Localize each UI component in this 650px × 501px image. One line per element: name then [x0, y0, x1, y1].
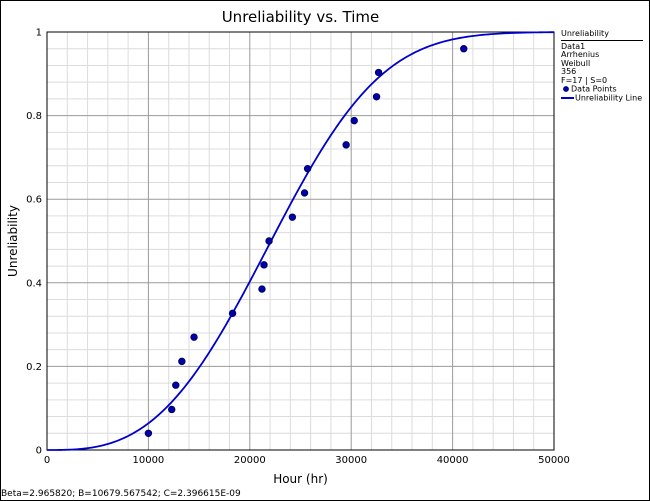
y-tick-label: 0	[36, 446, 42, 457]
x-tick-label: 0	[44, 455, 50, 466]
legend-line-counts: F=17 | S=0	[561, 75, 608, 85]
line-marker-icon	[561, 97, 574, 99]
data-point	[288, 213, 297, 221]
parameter-footer: Beta=2.965820; B=10679.567542; C=2.39661…	[1, 489, 241, 499]
y-tick-label: 0.6	[26, 195, 42, 206]
legend-line-distribution: Weibull	[561, 58, 591, 68]
data-point	[372, 93, 381, 101]
x-tick-label: 20000	[234, 455, 266, 466]
legend-line-model: Arrhenius	[561, 50, 600, 59]
x-axis-label: Hour (hr)	[273, 472, 328, 486]
data-point	[228, 309, 237, 318]
plot-border	[46, 31, 555, 451]
data-point	[350, 116, 358, 125]
legend: Unreliability Data1 Arrhenius Weibull 35…	[561, 29, 643, 103]
y-tick-label: 0.8	[26, 111, 42, 122]
data-point	[178, 357, 186, 366]
data-point	[265, 237, 273, 245]
legend-item-unreliability-line: Unreliability Line	[561, 94, 643, 103]
x-tick-label: 10000	[132, 455, 164, 466]
legend-line-stress: 356	[561, 67, 577, 76]
unreliability-line	[47, 31, 555, 451]
y-tick-label: 0.4	[26, 278, 42, 289]
data-point-marker-icon	[563, 86, 569, 92]
legend-item-data-points: Data Points	[561, 85, 643, 94]
x-tick-label: 50000	[538, 455, 570, 466]
legend-label-data-points: Data Points	[571, 84, 617, 94]
plot-area	[47, 32, 554, 450]
legend-title: Unreliability	[561, 29, 643, 41]
data-point	[342, 141, 350, 149]
data-point	[374, 68, 383, 77]
legend-label-unreliability-line: Unreliability Line	[575, 93, 643, 103]
data-point	[460, 45, 468, 53]
chart-title: Unreliability vs. Time	[222, 8, 380, 26]
y-tick-label: 1	[36, 28, 42, 39]
x-tick-label: 40000	[437, 455, 469, 466]
legend-line-data: Data1	[561, 41, 586, 51]
data-point	[168, 405, 176, 414]
data-point	[260, 261, 268, 269]
data-point	[172, 381, 180, 389]
data-point	[190, 333, 198, 341]
data-point	[303, 164, 312, 173]
data-point	[300, 189, 309, 197]
y-axis-label: Unreliability	[6, 205, 20, 277]
data-point	[258, 285, 266, 293]
data-point	[144, 429, 153, 437]
x-tick-label: 30000	[335, 455, 367, 466]
y-tick-label: 0.2	[26, 362, 42, 373]
